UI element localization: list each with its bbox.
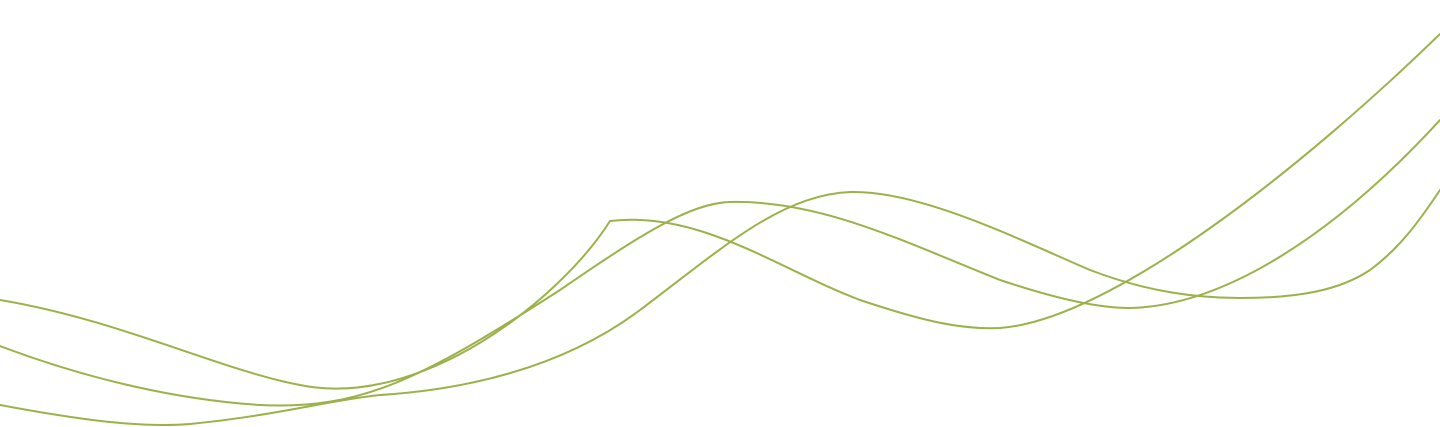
wave-line-1 bbox=[0, 33, 1440, 390]
wave-line-3 bbox=[0, 189, 1440, 426]
wave-line-2 bbox=[0, 119, 1440, 407]
